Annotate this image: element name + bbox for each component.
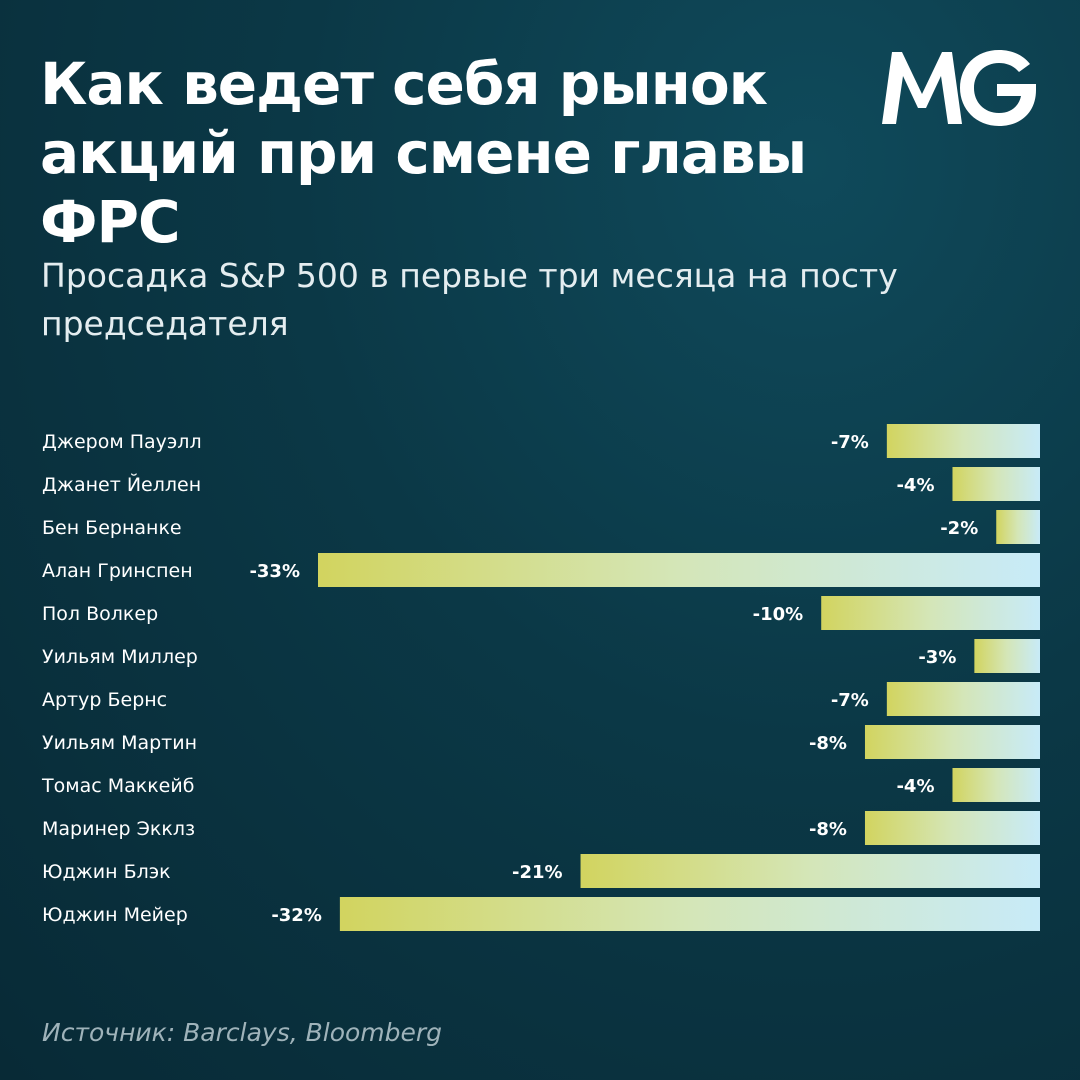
value-label: -8%: [809, 819, 847, 840]
bar-row: Алан Гринспен -33%: [42, 553, 1040, 587]
bar: [864, 811, 1040, 845]
bar: [952, 768, 1040, 802]
bar: [974, 639, 1040, 673]
bar-row: Бен Бернанке -2%: [42, 510, 1040, 544]
value-label: -33%: [249, 561, 300, 582]
bar-row: Маринер Экклз -8%: [42, 811, 1040, 845]
category-label: Юджин Мейер: [42, 904, 188, 926]
value-label: -4%: [896, 776, 934, 797]
mg-logo: [882, 50, 1036, 126]
category-label: Уильям Мартин: [42, 732, 197, 754]
value-label: -10%: [753, 604, 804, 625]
bar-row: Юджин Блэк -21%: [42, 854, 1040, 888]
bar: [886, 424, 1040, 458]
bar: [952, 467, 1040, 501]
category-label: Юджин Блэк: [42, 861, 171, 883]
bar-row: Пол Волкер -10%: [42, 596, 1040, 630]
bar-row: Томас Маккейб -4%: [41, 768, 1040, 802]
value-label: -2%: [940, 518, 978, 539]
category-label: Уильям Миллер: [42, 646, 198, 668]
bar-row: Уильям Миллер -3%: [42, 639, 1040, 673]
value-label: -3%: [918, 647, 956, 668]
bar: [339, 897, 1040, 931]
chart-title: Как ведет себя рынок акций при смене гла…: [40, 50, 807, 256]
category-label: Пол Волкер: [42, 603, 158, 625]
category-label: Артур Бернс: [42, 689, 167, 711]
value-label: -21%: [512, 862, 563, 883]
bar: [821, 596, 1040, 630]
bar: [580, 854, 1040, 888]
value-label: -7%: [831, 690, 869, 711]
bar-row: Джером Пауэлл -7%: [42, 424, 1040, 458]
category-label: Томас Маккейб: [41, 775, 194, 797]
bar-row: Юджин Мейер -32%: [42, 897, 1040, 931]
chart-subtitle: Просадка S&P 500 в первые три месяца на …: [41, 256, 898, 343]
category-label: Маринер Экклз: [42, 818, 195, 840]
bar: [996, 510, 1040, 544]
value-label: -8%: [809, 733, 847, 754]
bar-row: Джанет Йеллен -4%: [42, 467, 1040, 501]
bar: [886, 682, 1040, 716]
bar-row: Артур Бернс -7%: [42, 682, 1040, 716]
category-label: Бен Бернанке: [42, 517, 182, 539]
source-note: Источник: Barclays, Bloomberg: [42, 1018, 443, 1047]
bar: [318, 553, 1040, 587]
category-label: Джанет Йеллен: [42, 473, 201, 496]
category-label: Джером Пауэлл: [42, 431, 202, 453]
bar-row: Уильям Мартин -8%: [42, 725, 1040, 759]
value-label: -4%: [896, 475, 934, 496]
value-label: -32%: [271, 905, 322, 926]
bar: [864, 725, 1040, 759]
value-label: -7%: [831, 432, 869, 453]
category-label: Алан Гринспен: [42, 560, 193, 582]
